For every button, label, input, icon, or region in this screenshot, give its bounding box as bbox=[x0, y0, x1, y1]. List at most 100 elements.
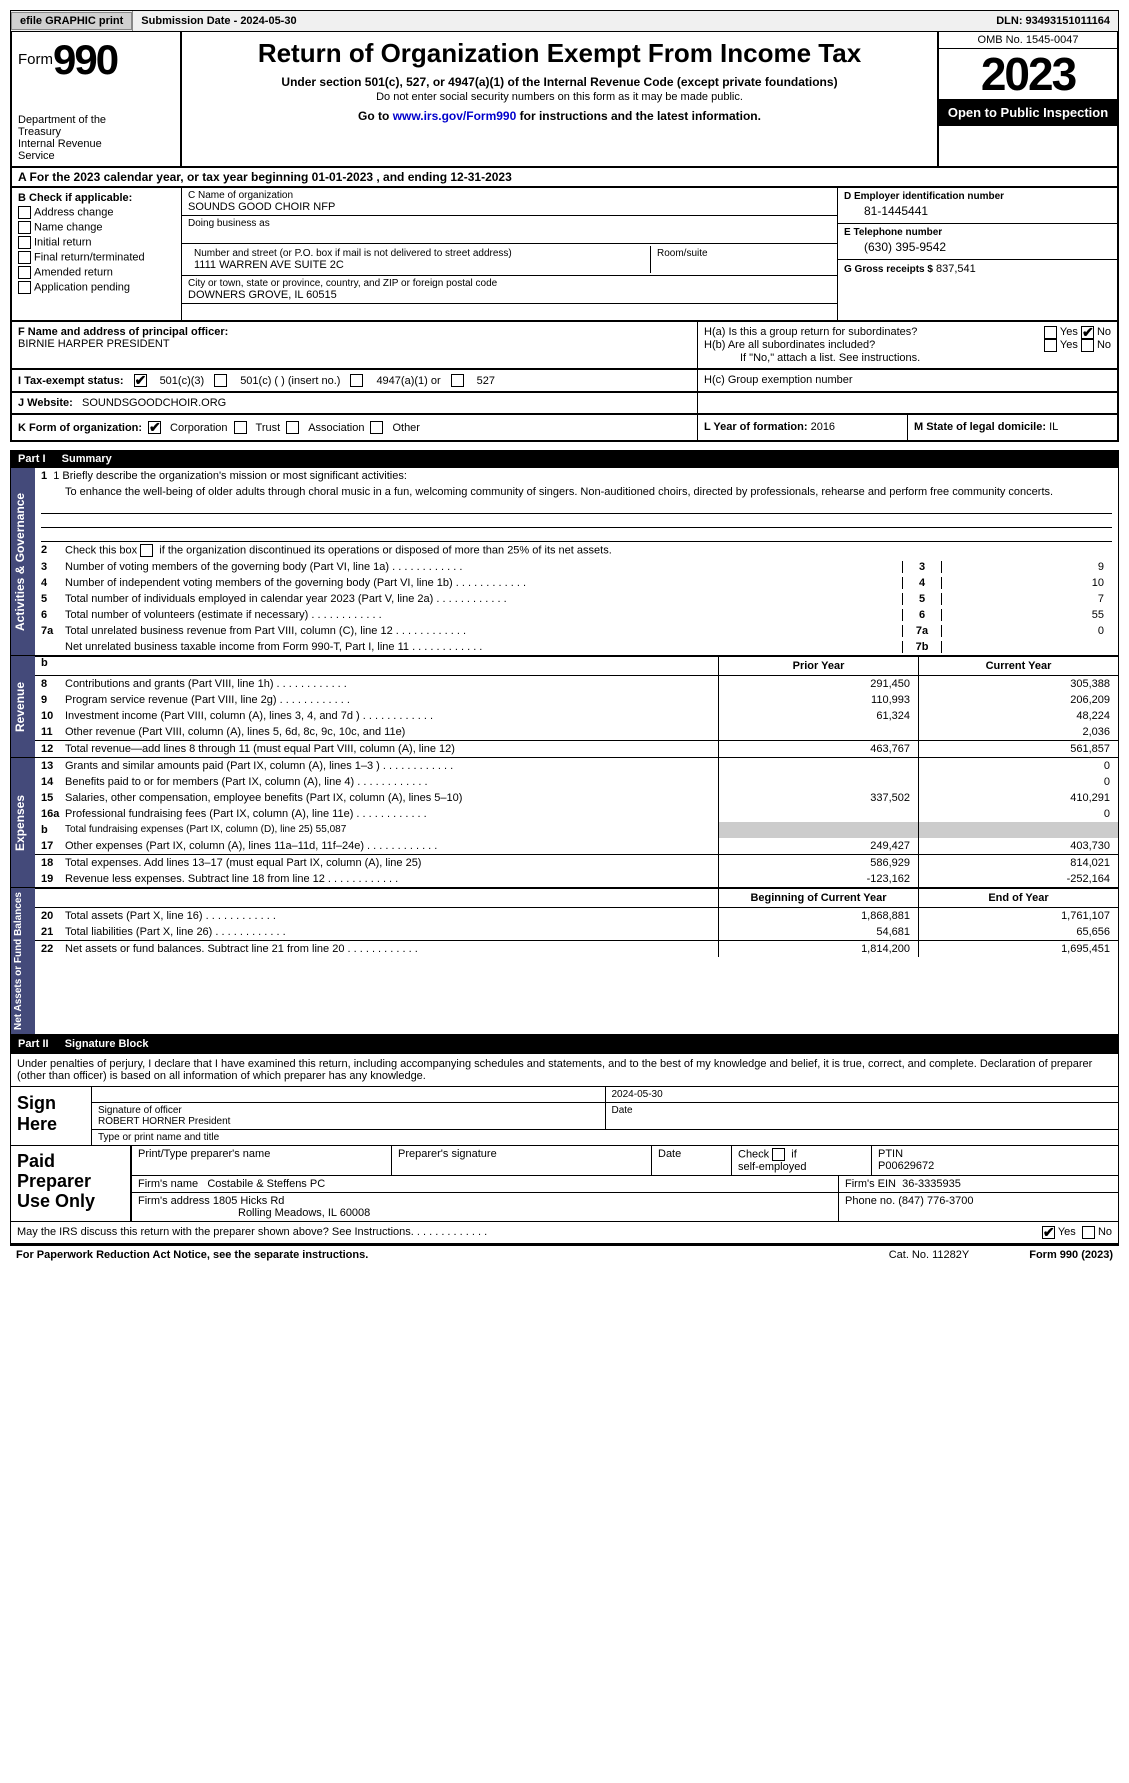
dln: DLN: 93493151011164 bbox=[988, 13, 1118, 29]
hc-label: H(c) Group exemption number bbox=[697, 370, 1117, 391]
tab-revenue: Revenue bbox=[11, 656, 35, 757]
checkbox-name-change[interactable] bbox=[18, 221, 31, 234]
tax-year: 2023 bbox=[939, 49, 1117, 99]
discuss-yes[interactable] bbox=[1042, 1226, 1055, 1239]
cbx-corp[interactable] bbox=[148, 421, 161, 434]
street-label: Number and street (or P.O. box if mail i… bbox=[194, 248, 644, 259]
form-ref: Form 990 (2023) bbox=[1029, 1249, 1113, 1261]
street-address: 1111 WARREN AVE SUITE 2C bbox=[194, 259, 644, 271]
cbx-527[interactable] bbox=[451, 374, 464, 387]
checkbox-address-change[interactable] bbox=[18, 206, 31, 219]
checkbox-pending[interactable] bbox=[18, 281, 31, 294]
phone-label: E Telephone number bbox=[844, 227, 1111, 238]
cbx-assoc[interactable] bbox=[286, 421, 299, 434]
row-k-l-m: K Form of organization: Corporation Trus… bbox=[10, 415, 1119, 442]
entity-info: B Check if applicable: Address change Na… bbox=[10, 188, 1119, 322]
cat-no: Cat. No. 11282Y bbox=[889, 1249, 970, 1261]
e13-prior bbox=[718, 758, 918, 774]
city-state-zip: DOWNERS GROVE, IL 60515 bbox=[188, 289, 831, 301]
page-footer: For Paperwork Reduction Act Notice, see … bbox=[10, 1244, 1119, 1264]
ha-yes[interactable] bbox=[1044, 326, 1057, 339]
ha-no[interactable] bbox=[1081, 326, 1094, 339]
n21-begin: 54,681 bbox=[718, 924, 918, 940]
r10-prior: 61,324 bbox=[718, 708, 918, 724]
cbx-line2[interactable] bbox=[140, 544, 153, 557]
n22-begin: 1,814,200 bbox=[718, 941, 918, 957]
cbx-other[interactable] bbox=[370, 421, 383, 434]
part1-header: Part I Summary bbox=[10, 450, 1119, 468]
website-label: J Website: bbox=[18, 397, 73, 409]
state-domicile: IL bbox=[1049, 421, 1058, 433]
discuss-no[interactable] bbox=[1082, 1226, 1095, 1239]
omb-number: OMB No. 1545-0047 bbox=[939, 32, 1117, 49]
row-f-h: F Name and address of principal officer:… bbox=[10, 322, 1119, 370]
line4-desc: Number of independent voting members of … bbox=[65, 577, 902, 589]
n21-end: 65,656 bbox=[918, 924, 1118, 940]
form-label: Form bbox=[18, 51, 53, 68]
e14-curr: 0 bbox=[918, 774, 1118, 790]
dba-label: Doing business as bbox=[188, 218, 831, 229]
phone-value: (630) 395-9542 bbox=[844, 238, 1111, 256]
firm-address: 1805 Hicks Rd bbox=[213, 1195, 285, 1207]
r9-prior: 110,993 bbox=[718, 692, 918, 708]
efile-print-button[interactable]: efile GRAPHIC print bbox=[11, 12, 132, 30]
goto-link-line: Go to www.irs.gov/Form990 for instructio… bbox=[190, 109, 929, 123]
cbx-self-employed[interactable] bbox=[772, 1148, 785, 1161]
sign-here-label: Sign Here bbox=[11, 1087, 91, 1145]
e16b-curr bbox=[918, 822, 1118, 838]
tab-expenses: Expenses bbox=[11, 758, 35, 887]
line2-desc: Check this box if the organization disco… bbox=[65, 544, 1112, 557]
discuss-row: May the IRS discuss this return with the… bbox=[11, 1221, 1118, 1243]
r8-prior: 291,450 bbox=[718, 676, 918, 692]
current-year-hdr: Current Year bbox=[918, 657, 1118, 675]
n20-end: 1,761,107 bbox=[918, 908, 1118, 924]
irs-link[interactable]: www.irs.gov/Form990 bbox=[393, 109, 517, 123]
sign-date: 2024-05-30 bbox=[605, 1087, 1119, 1102]
form-header: Form990 Department of theTreasuryInterna… bbox=[10, 32, 1119, 168]
pra-notice: For Paperwork Reduction Act Notice, see … bbox=[16, 1249, 368, 1261]
header-left: Form990 Department of theTreasuryInterna… bbox=[12, 32, 182, 166]
line5-val: 7 bbox=[942, 593, 1112, 605]
e18-prior: 586,929 bbox=[718, 855, 918, 871]
e13-curr: 0 bbox=[918, 758, 1118, 774]
ptin-value: P00629672 bbox=[878, 1160, 934, 1172]
line7a-desc: Total unrelated business revenue from Pa… bbox=[65, 625, 902, 637]
e19-prior: -123,162 bbox=[718, 871, 918, 887]
checkbox-amended[interactable] bbox=[18, 266, 31, 279]
checkbox-initial-return[interactable] bbox=[18, 236, 31, 249]
e16b-prior bbox=[718, 822, 918, 838]
form-title: Return of Organization Exempt From Incom… bbox=[190, 38, 929, 69]
e16a-curr: 0 bbox=[918, 806, 1118, 822]
end-year-hdr: End of Year bbox=[918, 889, 1118, 907]
cbx-501c[interactable] bbox=[214, 374, 227, 387]
header-right: OMB No. 1545-0047 2023 Open to Public In… bbox=[937, 32, 1117, 166]
box-b: B Check if applicable: Address change Na… bbox=[12, 188, 182, 320]
cbx-4947[interactable] bbox=[350, 374, 363, 387]
part2-header: Part II Signature Block bbox=[10, 1035, 1119, 1053]
hb-yes[interactable] bbox=[1044, 339, 1057, 352]
n20-begin: 1,868,881 bbox=[718, 908, 918, 924]
checkbox-final-return[interactable] bbox=[18, 251, 31, 264]
ein-label: D Employer identification number bbox=[844, 191, 1111, 202]
row-j: J Website: SOUNDSGOODCHOIR.ORG bbox=[10, 393, 1119, 415]
gross-receipts-label: G Gross receipts $ bbox=[844, 264, 933, 275]
r12-prior: 463,767 bbox=[718, 741, 918, 757]
preparer-phone: (847) 776-3700 bbox=[898, 1195, 973, 1207]
ein-value: 81-1445441 bbox=[844, 202, 1111, 220]
ha-label: H(a) Is this a group return for subordin… bbox=[704, 326, 1044, 339]
org-name-label: C Name of organization bbox=[188, 190, 831, 201]
room-suite-label: Room/suite bbox=[651, 246, 831, 273]
prior-year-hdr: Prior Year bbox=[718, 657, 918, 675]
box-c: C Name of organization SOUNDS GOOD CHOIR… bbox=[182, 188, 837, 320]
cbx-trust[interactable] bbox=[234, 421, 247, 434]
officer-label: F Name and address of principal officer: bbox=[18, 326, 691, 338]
r12-curr: 561,857 bbox=[918, 741, 1118, 757]
line6-desc: Total number of volunteers (estimate if … bbox=[65, 609, 902, 621]
line7a-val: 0 bbox=[942, 625, 1112, 637]
hb-no[interactable] bbox=[1081, 339, 1094, 352]
cbx-501c3[interactable] bbox=[134, 374, 147, 387]
r8-curr: 305,388 bbox=[918, 676, 1118, 692]
tax-exempt-label: I Tax-exempt status: bbox=[18, 375, 124, 387]
line6-val: 55 bbox=[942, 609, 1112, 621]
row-a-tax-year: A For the 2023 calendar year, or tax yea… bbox=[10, 168, 1119, 188]
